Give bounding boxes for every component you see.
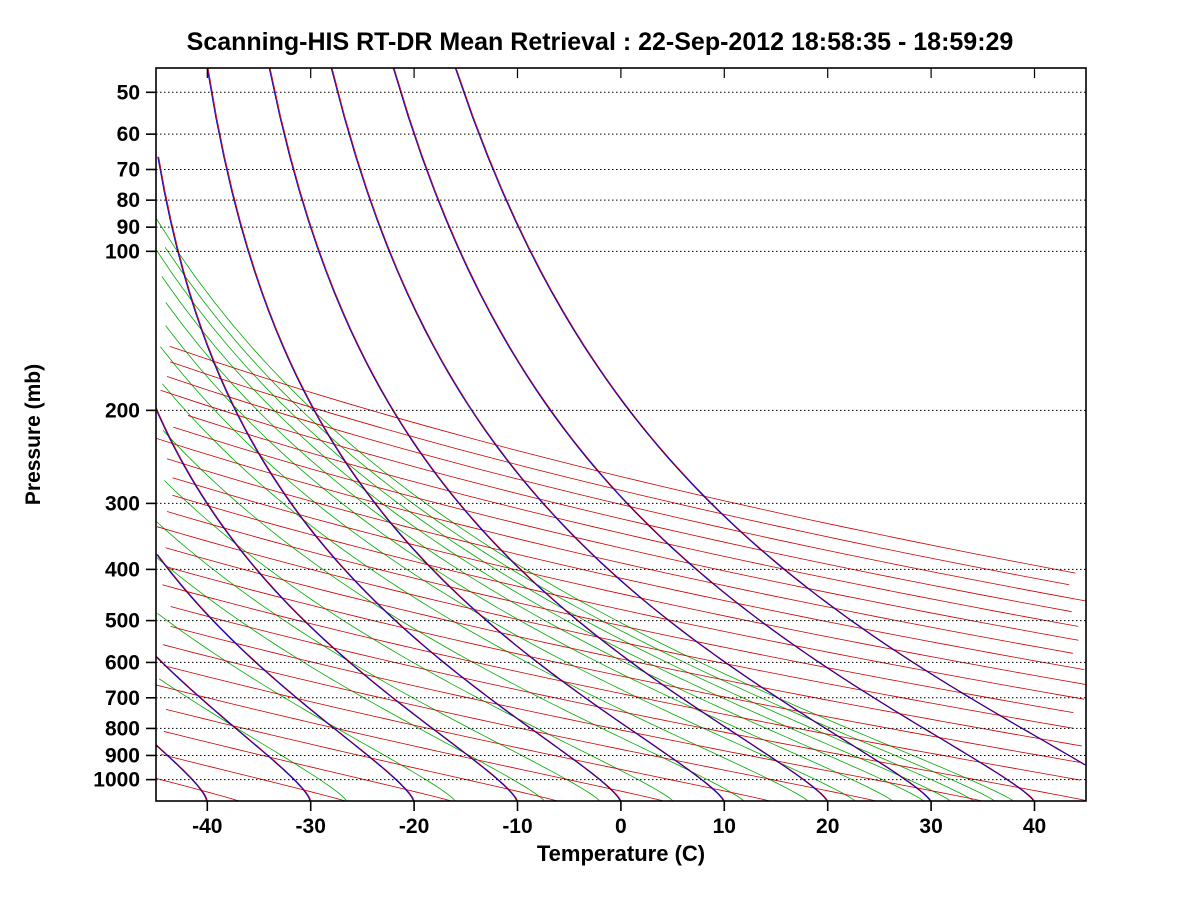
svg-text:0: 0: [615, 815, 627, 838]
svg-text:600: 600: [105, 651, 140, 674]
svg-text:80: 80: [117, 189, 140, 212]
svg-text:10: 10: [713, 815, 736, 838]
svg-text:20: 20: [816, 815, 839, 838]
svg-text:60: 60: [117, 123, 140, 146]
svg-text:90: 90: [117, 216, 140, 239]
svg-text:Temperature (C): Temperature (C): [537, 841, 705, 866]
svg-text:900: 900: [105, 744, 140, 767]
svg-text:400: 400: [105, 558, 140, 581]
svg-text:500: 500: [105, 610, 140, 633]
svg-text:30: 30: [919, 815, 942, 838]
svg-text:50: 50: [117, 81, 140, 104]
svg-text:40: 40: [1023, 815, 1046, 838]
svg-text:-10: -10: [502, 815, 532, 838]
svg-text:800: 800: [105, 717, 140, 740]
svg-text:1000: 1000: [93, 769, 140, 792]
svg-text:-20: -20: [399, 815, 429, 838]
svg-text:-40: -40: [192, 815, 222, 838]
svg-text:700: 700: [105, 687, 140, 710]
svg-text:-30: -30: [296, 815, 326, 838]
svg-text:300: 300: [105, 492, 140, 515]
svg-text:100: 100: [105, 240, 140, 263]
svg-text:70: 70: [117, 159, 140, 182]
svg-text:200: 200: [105, 399, 140, 422]
svg-text:Pressure (mb): Pressure (mb): [22, 364, 45, 505]
